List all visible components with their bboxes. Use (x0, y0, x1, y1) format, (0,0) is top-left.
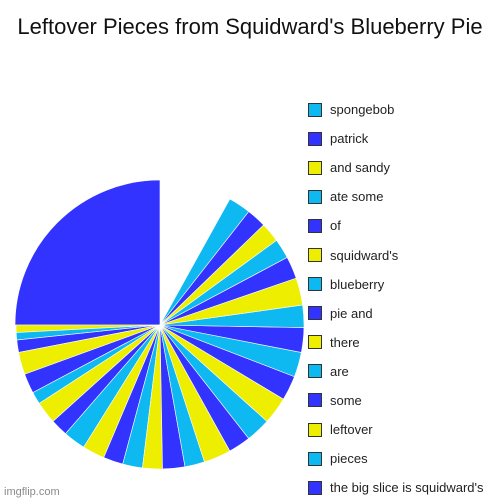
legend-swatch (308, 277, 322, 292)
legend-label: leftover (330, 422, 373, 438)
legend-item: pieces (308, 444, 500, 473)
legend-label: some (330, 392, 362, 408)
legend-label: pie and (330, 305, 373, 321)
legend-swatch (308, 131, 322, 146)
legend-item: and sandy (308, 153, 500, 182)
legend-label: the big slice is squidward's (330, 480, 484, 496)
pie-slice-1 (14, 179, 161, 326)
legend-item: ate some (308, 182, 500, 211)
legend-label: ate some (330, 189, 384, 205)
legend-item: pie and (308, 299, 500, 328)
legend-swatch (308, 364, 322, 379)
legend-swatch (308, 451, 322, 466)
legend-item: the big slice is squidward's (308, 473, 500, 502)
chart-legend: spongebob patrick and sandy ate some of squid… (308, 95, 500, 502)
legend-item: of (308, 211, 500, 240)
legend-item: are (308, 357, 500, 386)
legend-label: patrick (330, 131, 369, 147)
chart-title: Leftover Pieces from Squidward's Blueber… (17, 14, 483, 39)
legend-label: and sandy (330, 160, 390, 176)
legend-swatch (308, 102, 322, 117)
legend-item: blueberry (308, 270, 500, 299)
legend-label: of (330, 218, 341, 234)
legend-label: are (330, 363, 349, 379)
legend-label: there (330, 334, 360, 350)
legend-swatch (308, 218, 322, 233)
legend-swatch (308, 306, 322, 321)
watermark: imgflip.com (4, 486, 60, 498)
legend-swatch (308, 422, 322, 437)
legend-item: patrick (308, 124, 500, 153)
legend-label: blueberry (330, 276, 385, 292)
legend-item: leftover (308, 415, 500, 444)
legend-swatch (308, 480, 322, 495)
legend-swatch (308, 248, 322, 263)
legend-label: spongebob (330, 102, 395, 118)
legend-item: squidward's (308, 240, 500, 269)
legend-swatch (308, 160, 322, 175)
legend-swatch (308, 393, 322, 408)
legend-swatch (308, 189, 322, 204)
legend-item: spongebob (308, 95, 500, 124)
legend-label: squidward's (330, 247, 399, 263)
legend-label: pieces (330, 451, 368, 467)
legend-item: there (308, 328, 500, 357)
legend-item: some (308, 386, 500, 415)
pie-slice-30 (159, 198, 250, 326)
legend-swatch (308, 335, 322, 350)
